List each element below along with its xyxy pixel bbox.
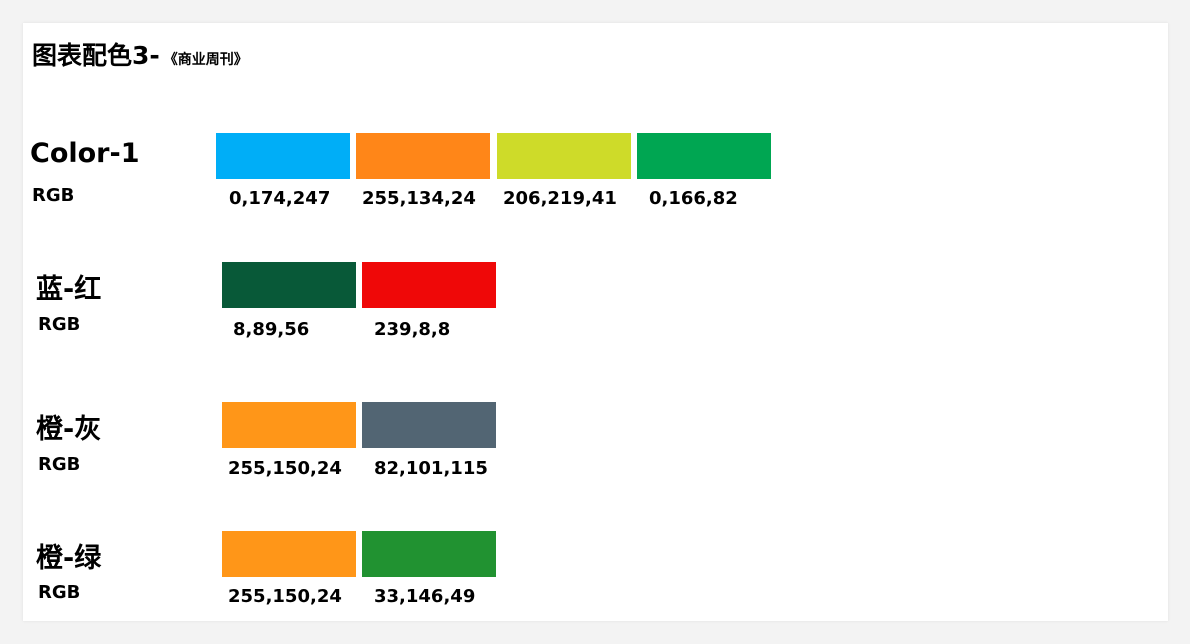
rgb-value: 255,150,24 xyxy=(228,586,342,607)
color-swatch xyxy=(216,133,350,179)
rgb-value: 0,166,82 xyxy=(649,188,738,209)
color-swatch xyxy=(222,402,356,448)
rgb-value: 255,134,24 xyxy=(362,188,476,209)
color-swatch xyxy=(362,402,496,448)
color-swatch xyxy=(362,531,496,577)
rgb-value: 82,101,115 xyxy=(374,458,488,479)
color-swatch xyxy=(497,133,631,179)
page-title: 图表配色3- 《商业周刊》 xyxy=(32,36,248,72)
color-swatch xyxy=(222,262,356,308)
color-swatch xyxy=(356,133,490,179)
rgb-label: RGB xyxy=(38,454,81,475)
palette-card xyxy=(23,23,1168,621)
rgb-value: 206,219,41 xyxy=(503,188,617,209)
rgb-label: RGB xyxy=(32,185,75,206)
title-subtitle: 《商业周刊》 xyxy=(163,52,248,68)
title-main: 图表配色3- xyxy=(32,41,160,70)
rgb-value: 239,8,8 xyxy=(374,319,451,340)
color-swatch xyxy=(637,133,771,179)
rgb-value: 0,174,247 xyxy=(229,188,331,209)
row-name: 蓝-红 xyxy=(36,274,102,305)
rgb-label: RGB xyxy=(38,314,81,335)
rgb-label: RGB xyxy=(38,582,81,603)
color-swatch xyxy=(222,531,356,577)
row-name: 橙-绿 xyxy=(36,543,102,574)
rgb-value: 8,89,56 xyxy=(233,319,310,340)
row-name: 橙-灰 xyxy=(36,414,102,445)
row-name: Color-1 xyxy=(30,138,140,169)
rgb-value: 255,150,24 xyxy=(228,458,342,479)
rgb-value: 33,146,49 xyxy=(374,586,476,607)
color-swatch xyxy=(362,262,496,308)
